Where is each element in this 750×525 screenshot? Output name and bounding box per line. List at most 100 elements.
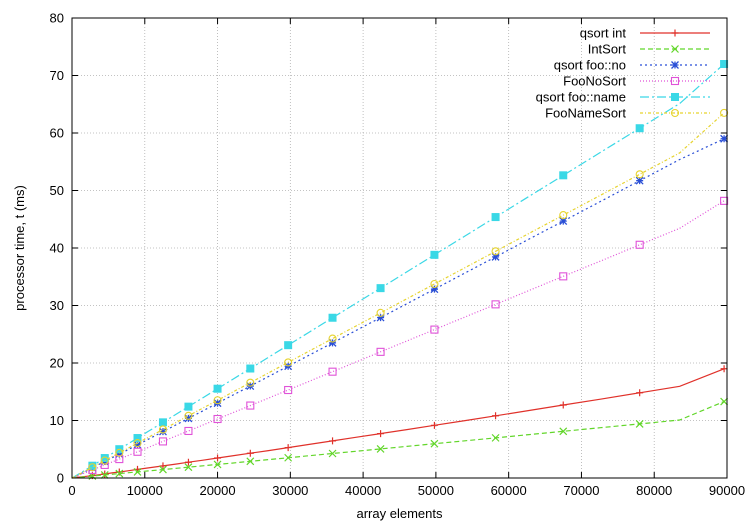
data-point bbox=[100, 454, 109, 463]
data-point bbox=[213, 460, 222, 469]
data-point bbox=[284, 453, 293, 462]
y-tick-label: 60 bbox=[50, 126, 64, 141]
data-point bbox=[133, 434, 142, 443]
y-tick-label: 80 bbox=[50, 11, 64, 26]
data-point bbox=[88, 463, 97, 472]
series-4 bbox=[71, 60, 729, 479]
data-point bbox=[559, 217, 568, 226]
data-point bbox=[284, 341, 293, 350]
data-point bbox=[376, 284, 385, 293]
x-tick-label: 90000 bbox=[709, 483, 745, 498]
data-point bbox=[184, 463, 193, 472]
series-line bbox=[71, 368, 725, 479]
data-point bbox=[115, 450, 124, 459]
data-point bbox=[213, 384, 222, 393]
data-point bbox=[246, 457, 255, 466]
data-point bbox=[376, 347, 385, 356]
data-point bbox=[284, 444, 292, 452]
data-point bbox=[101, 470, 109, 478]
data-point bbox=[491, 433, 500, 442]
data-point bbox=[213, 396, 222, 405]
data-point bbox=[376, 444, 385, 453]
data-point bbox=[159, 462, 167, 470]
data-point bbox=[246, 364, 255, 373]
data-point bbox=[158, 425, 168, 434]
data-point bbox=[284, 385, 293, 395]
data-point bbox=[720, 397, 729, 406]
data-point bbox=[159, 427, 167, 436]
data-point bbox=[491, 300, 500, 309]
data-point bbox=[492, 412, 500, 420]
x-tick-label: 70000 bbox=[563, 483, 599, 498]
data-point bbox=[430, 325, 439, 334]
data-point bbox=[115, 455, 124, 464]
series-line bbox=[71, 63, 725, 479]
data-point bbox=[100, 470, 109, 479]
data-point bbox=[559, 272, 568, 281]
legend-label: qsort foo::name bbox=[536, 90, 626, 105]
plot-series bbox=[71, 60, 729, 481]
data-point bbox=[491, 247, 500, 256]
legend-marker bbox=[671, 29, 679, 37]
data-point bbox=[115, 448, 124, 457]
legend-label: IntSort bbox=[588, 42, 627, 57]
legend-item: FooNameSort bbox=[545, 106, 710, 121]
y-tick-label: 70 bbox=[50, 68, 64, 83]
y-tick-label: 50 bbox=[50, 183, 64, 198]
data-point bbox=[720, 108, 729, 117]
axis-ticks: 0 10 20 30 40 50 60 70 80 0 10000 20000 30000 40000 50… bbox=[50, 11, 746, 499]
legend-label: FooNameSort bbox=[545, 106, 626, 121]
data-point bbox=[184, 458, 192, 466]
data-point bbox=[184, 414, 193, 423]
legend-item: FooNoSort bbox=[563, 74, 710, 89]
legend-label: qsort foo::no bbox=[554, 58, 626, 73]
data-point bbox=[559, 171, 568, 180]
data-point bbox=[430, 250, 439, 259]
data-point bbox=[720, 196, 729, 205]
data-point bbox=[329, 437, 337, 445]
series-line bbox=[71, 112, 725, 479]
x-tick-label: 40000 bbox=[345, 483, 381, 498]
legend-item: qsort foo::no bbox=[554, 58, 710, 73]
data-point bbox=[246, 401, 255, 410]
legend-marker bbox=[671, 93, 679, 101]
y-tick-label: 30 bbox=[50, 298, 64, 313]
data-point bbox=[559, 211, 568, 220]
series-line bbox=[71, 138, 725, 479]
data-point bbox=[328, 334, 337, 343]
data-point bbox=[115, 469, 124, 478]
legend-item: IntSort bbox=[588, 42, 710, 57]
data-point bbox=[720, 60, 729, 68]
data-point bbox=[246, 378, 255, 387]
data-point bbox=[559, 427, 568, 436]
data-point bbox=[491, 213, 500, 222]
x-axis-label: array elements bbox=[357, 506, 443, 521]
data-point bbox=[635, 124, 644, 133]
data-point bbox=[430, 285, 439, 294]
data-point bbox=[284, 358, 293, 367]
y-tick-label: 40 bbox=[50, 241, 64, 256]
legend-item: qsort foo::name bbox=[536, 90, 710, 105]
data-point bbox=[328, 338, 337, 347]
x-tick-label: 20000 bbox=[199, 483, 235, 498]
data-point bbox=[635, 419, 644, 428]
data-point bbox=[158, 418, 167, 427]
data-point bbox=[635, 240, 644, 249]
data-point bbox=[100, 456, 109, 465]
legend-label: FooNoSort bbox=[563, 74, 626, 89]
x-tick-label: 50000 bbox=[418, 483, 454, 498]
data-point bbox=[559, 401, 567, 409]
data-point bbox=[377, 430, 385, 438]
data-point bbox=[636, 389, 644, 397]
series-line bbox=[71, 400, 725, 479]
data-point bbox=[213, 399, 222, 408]
y-tick-label: 0 bbox=[57, 471, 64, 486]
data-point bbox=[133, 439, 142, 448]
grid bbox=[72, 18, 727, 478]
data-point bbox=[328, 449, 337, 458]
data-point bbox=[720, 134, 729, 143]
data-point bbox=[376, 308, 385, 317]
data-point bbox=[184, 411, 193, 420]
series-5 bbox=[71, 108, 729, 479]
